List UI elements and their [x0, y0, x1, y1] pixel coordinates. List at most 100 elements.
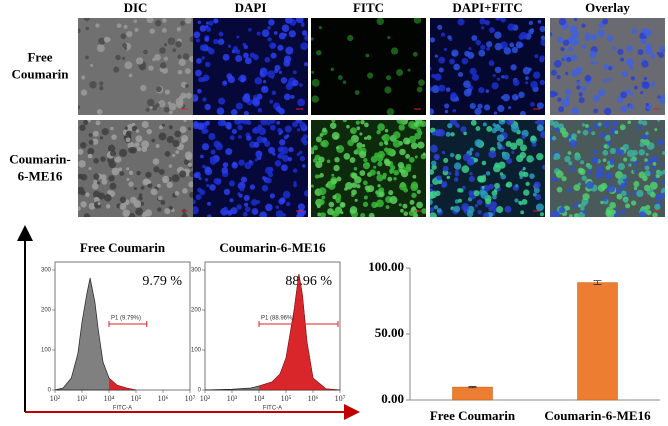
cell — [385, 205, 390, 209]
cell — [123, 24, 128, 29]
cell — [377, 184, 381, 188]
x-tick-label: 10⁶ — [158, 394, 169, 403]
cell — [96, 44, 105, 53]
cell — [501, 151, 510, 160]
cell — [416, 201, 423, 209]
cell — [625, 58, 634, 66]
cell — [578, 97, 585, 104]
cell — [136, 170, 141, 176]
cell — [231, 162, 239, 169]
cell — [650, 191, 656, 198]
percent-label: 9.79 % — [142, 274, 182, 289]
cell — [300, 42, 308, 51]
cell — [519, 110, 526, 115]
cell — [434, 155, 440, 161]
cell — [281, 154, 290, 162]
cell — [311, 70, 315, 74]
cell — [514, 198, 519, 203]
cell — [332, 195, 337, 200]
cell — [398, 124, 405, 131]
cell — [448, 171, 452, 176]
cell — [644, 165, 650, 171]
cell — [495, 124, 500, 129]
cell — [412, 174, 417, 179]
cell — [446, 175, 450, 180]
cell — [525, 76, 529, 80]
cell — [275, 210, 284, 217]
cell — [430, 108, 435, 115]
cell — [267, 122, 271, 126]
cell — [477, 209, 482, 215]
cell — [235, 54, 243, 62]
row-label: Coumarin- — [9, 151, 70, 166]
cell — [553, 152, 561, 160]
cell — [274, 160, 282, 167]
cell — [81, 190, 86, 196]
cell — [650, 171, 654, 175]
cell — [650, 53, 656, 59]
cell — [645, 103, 649, 107]
cell — [602, 149, 609, 156]
cell — [550, 90, 557, 98]
cell — [164, 107, 170, 113]
cell — [562, 39, 570, 46]
cell — [271, 90, 277, 96]
cell — [519, 151, 527, 159]
cell — [661, 179, 665, 185]
cell — [488, 150, 497, 159]
cell — [457, 71, 463, 78]
cell — [431, 73, 436, 78]
cell — [450, 92, 457, 99]
cell — [630, 76, 636, 81]
cell — [222, 162, 229, 168]
cell — [314, 174, 320, 179]
cell — [434, 54, 439, 58]
cell — [110, 150, 117, 157]
cell — [135, 135, 143, 143]
cell — [195, 38, 200, 43]
cell — [300, 23, 305, 27]
x-tick-label: Coumarin-6-ME16 — [544, 408, 651, 423]
cell — [578, 92, 583, 97]
cell — [105, 204, 111, 209]
cell — [366, 135, 372, 140]
cell — [595, 166, 604, 175]
cell — [608, 77, 613, 82]
error-bar — [468, 386, 477, 389]
cell — [491, 127, 497, 134]
cell — [637, 120, 643, 125]
cell — [568, 161, 573, 166]
cell — [285, 201, 291, 207]
cell — [481, 26, 485, 30]
cell — [80, 89, 88, 96]
cell — [376, 171, 381, 175]
percent-label: 88.96 % — [285, 274, 332, 289]
cell — [621, 70, 629, 78]
cell — [488, 206, 494, 212]
cell — [311, 78, 320, 87]
cell — [88, 202, 96, 210]
cell — [573, 213, 580, 217]
cell — [625, 203, 631, 209]
cell — [414, 132, 422, 140]
cell — [100, 156, 106, 162]
cell — [636, 189, 644, 198]
cell — [359, 151, 367, 159]
cell — [231, 129, 237, 135]
cell — [662, 98, 665, 102]
cell — [383, 158, 390, 165]
cell — [238, 193, 243, 198]
cell — [591, 156, 599, 164]
cell — [494, 31, 502, 39]
cell — [581, 23, 586, 28]
cell — [261, 29, 270, 38]
cell — [141, 146, 148, 153]
cell — [303, 62, 308, 67]
cell — [359, 170, 366, 177]
chart-title: Free Coumarin — [80, 240, 166, 255]
cell — [353, 167, 358, 171]
cell — [297, 203, 305, 211]
cell — [244, 57, 252, 65]
cell — [311, 95, 319, 103]
cell — [172, 139, 180, 148]
